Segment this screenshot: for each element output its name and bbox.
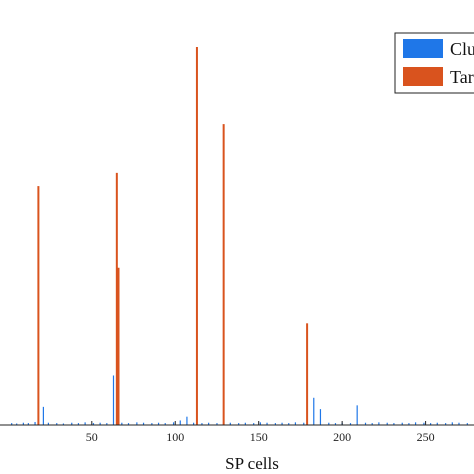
- bar-clu-39: [288, 423, 290, 425]
- bar-clu-8: [62, 423, 65, 425]
- x-tick-label-50: 50: [86, 430, 98, 444]
- bar-clu-31: [229, 422, 231, 425]
- bar-clu-25: [186, 416, 188, 425]
- bar-clu-55: [408, 423, 410, 425]
- bar-clu-63: [466, 423, 468, 425]
- bar-clu-28: [208, 422, 210, 425]
- bar-clu-0: [11, 423, 13, 425]
- bar-clu-53: [393, 423, 395, 425]
- bar-clu-2: [22, 422, 24, 425]
- bar-clu-7: [56, 423, 58, 425]
- bar-clu-52: [386, 422, 388, 425]
- bar-clu-11: [84, 422, 86, 425]
- legend-label-clu: Clu: [450, 39, 474, 59]
- x-tick-label-250: 250: [417, 430, 435, 444]
- bar-clu-4: [34, 421, 36, 425]
- bar-clu-1: [16, 423, 18, 425]
- bar-clu-37: [274, 423, 276, 425]
- bar-clu-44: [328, 422, 330, 425]
- bar-clu-5: [42, 406, 44, 425]
- bar-tar-1: [115, 172, 118, 425]
- bar-clu-19: [142, 422, 145, 425]
- bar-clu-29: [216, 423, 218, 425]
- bar-tar-2: [117, 267, 120, 425]
- bar-clu-32: [238, 423, 240, 425]
- bar-clu-41: [303, 422, 305, 425]
- bar-clu-59: [436, 422, 438, 425]
- x-ticks-layer: 50 100 150 200 250: [86, 421, 435, 444]
- legend-swatch-tar: [403, 67, 443, 86]
- bar-tar-5: [306, 323, 309, 425]
- bar-clu-57: [423, 422, 425, 425]
- bar-clu-56: [414, 422, 417, 425]
- bar-clu-51: [378, 422, 380, 425]
- bar-clu-62: [458, 422, 460, 425]
- bar-clu-42: [313, 397, 315, 425]
- bar-clu-23: [172, 422, 175, 425]
- x-axis-label: SP cells: [225, 454, 279, 473]
- bar-clu-3: [27, 423, 29, 425]
- bar-clu-61: [451, 422, 453, 425]
- bar-clu-12: [92, 423, 95, 425]
- bar-clu-43: [319, 409, 322, 425]
- bar-tar-3: [195, 47, 198, 425]
- bar-clu-34: [253, 423, 255, 425]
- bar-tar-4: [222, 124, 225, 426]
- x-tick-label-200: 200: [333, 430, 351, 444]
- legend-swatch-clu: [403, 39, 443, 58]
- bar-clu-54: [401, 422, 403, 425]
- bar-clu-10: [77, 423, 80, 425]
- bar-clu-27: [201, 423, 203, 425]
- bar-clu-45: [334, 423, 337, 425]
- bar-clu-58: [430, 423, 432, 425]
- bar-clu-38: [281, 422, 283, 425]
- bar-clu-35: [259, 422, 261, 425]
- bar-tar-0: [37, 186, 40, 425]
- bar-clu-18: [136, 422, 138, 425]
- bar-clu-22: [164, 423, 166, 425]
- bar-clu-17: [127, 423, 130, 425]
- legend: Clu Tar: [394, 32, 474, 94]
- bar-clu-24: [179, 420, 181, 425]
- x-tick-label-100: 100: [166, 430, 184, 444]
- bar-clu-48: [356, 405, 358, 425]
- bar-clu-40: [294, 422, 297, 425]
- bar-clu-47: [349, 423, 352, 425]
- bar-clu-21: [157, 422, 160, 425]
- bar-clu-60: [445, 423, 447, 425]
- bar-clu-6: [47, 422, 49, 425]
- x-tick-label-150: 150: [250, 430, 268, 444]
- bar-clu-9: [71, 422, 73, 425]
- bar-clu-15: [112, 375, 115, 425]
- bar-clu-16: [121, 422, 123, 425]
- bar-clu-36: [266, 422, 268, 425]
- bar-clu-20: [151, 423, 153, 425]
- bar-clu-14: [106, 423, 108, 425]
- bar-clu-26: [193, 422, 195, 425]
- bar-clu-50: [371, 423, 373, 425]
- bar-clu-49: [364, 422, 367, 425]
- bar-clu-33: [244, 422, 246, 425]
- bar-clu-13: [99, 422, 101, 425]
- bars-layer: [11, 47, 468, 426]
- legend-label-tar: Tar: [450, 67, 474, 87]
